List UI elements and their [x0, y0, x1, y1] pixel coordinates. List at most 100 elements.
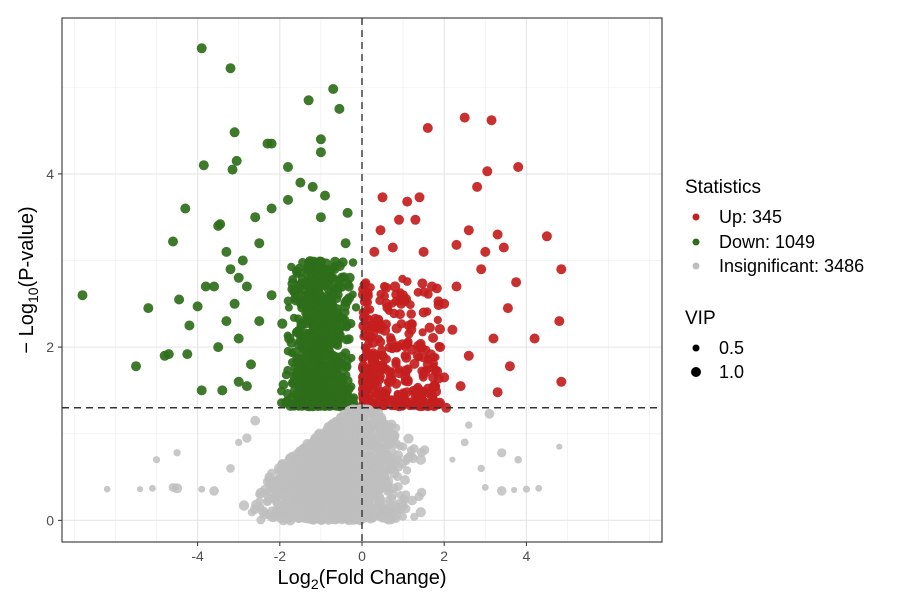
- point-insignificant: [376, 412, 387, 423]
- point-insignificant: [535, 484, 543, 492]
- point-insignificant: [209, 486, 219, 496]
- point-up: [362, 306, 371, 315]
- point-down: [159, 350, 170, 361]
- point-insignificant: [415, 507, 426, 518]
- point-up: [373, 316, 384, 327]
- point-insignificant: [465, 421, 473, 429]
- point-insignificant: [242, 433, 252, 443]
- point-insignificant: [301, 474, 312, 485]
- point-down: [200, 281, 211, 292]
- point-up: [385, 372, 396, 383]
- legend-key-insignificant: [692, 262, 700, 270]
- point-down: [233, 272, 244, 283]
- point-up: [418, 328, 427, 337]
- point-insignificant: [400, 475, 410, 485]
- point-up: [394, 214, 404, 225]
- point-down: [291, 328, 301, 337]
- point-insignificant: [250, 504, 260, 515]
- point-insignificant: [362, 453, 373, 463]
- point-insignificant: [348, 464, 359, 475]
- point-down: [322, 265, 332, 274]
- point-down: [307, 333, 318, 344]
- x-axis-title: Log2(Fold Change): [277, 567, 446, 592]
- point-down: [180, 203, 191, 214]
- point-up: [447, 324, 458, 335]
- point-down: [306, 389, 318, 400]
- point-up: [422, 359, 433, 370]
- point-down: [213, 342, 224, 353]
- point-up: [426, 398, 437, 409]
- point-down: [325, 342, 334, 351]
- point-down: [168, 236, 178, 247]
- point-up: [375, 225, 386, 236]
- point-down: [336, 280, 345, 289]
- point-up: [366, 283, 375, 292]
- point-down: [315, 256, 325, 266]
- point-insignificant: [281, 481, 292, 492]
- point-insignificant: [398, 512, 407, 521]
- point-down: [182, 349, 193, 360]
- point-up: [418, 246, 429, 257]
- point-up: [426, 281, 437, 292]
- point-down: [340, 238, 351, 249]
- point-down: [349, 393, 359, 402]
- point-up: [451, 281, 462, 292]
- point-insignificant: [259, 508, 271, 520]
- point-down: [334, 103, 345, 114]
- point-down: [322, 314, 332, 324]
- point-down: [254, 316, 265, 327]
- point-insignificant: [386, 429, 397, 440]
- point-up: [391, 357, 401, 367]
- point-down: [131, 361, 141, 372]
- point-down: [299, 341, 309, 351]
- point-up: [434, 324, 445, 335]
- point-insignificant: [324, 438, 336, 449]
- point-down: [77, 290, 88, 301]
- point-up: [398, 290, 409, 301]
- point-insignificant: [250, 415, 261, 426]
- point-insignificant: [387, 494, 397, 503]
- point-insignificant: [510, 486, 518, 494]
- point-insignificant: [173, 449, 181, 457]
- point-insignificant: [319, 481, 328, 491]
- point-insignificant: [378, 448, 389, 459]
- point-up: [439, 372, 450, 383]
- point-insignificant: [362, 473, 373, 484]
- point-insignificant: [285, 453, 295, 464]
- legend-label-vip-large: 1.0: [719, 362, 744, 382]
- point-insignificant: [274, 467, 283, 476]
- point-down: [250, 212, 261, 223]
- point-up: [433, 315, 442, 325]
- point-insignificant: [332, 454, 343, 465]
- point-down: [340, 348, 351, 359]
- point-down: [344, 334, 354, 344]
- point-insignificant: [336, 475, 346, 484]
- point-down: [331, 357, 342, 368]
- point-down: [324, 361, 334, 371]
- point-up: [429, 352, 438, 362]
- point-insignificant: [406, 446, 415, 455]
- point-insignificant: [344, 413, 354, 423]
- point-insignificant: [369, 421, 377, 430]
- point-up: [463, 350, 474, 361]
- point-up: [541, 231, 552, 242]
- point-up: [400, 342, 410, 352]
- point-up: [377, 360, 388, 371]
- point-down: [233, 376, 244, 387]
- point-down: [316, 270, 326, 279]
- point-insignificant: [391, 438, 401, 449]
- point-down: [341, 361, 352, 372]
- point-insignificant: [238, 500, 250, 511]
- point-insignificant: [343, 453, 354, 464]
- point-down: [192, 301, 203, 312]
- x-tick-label: 0: [358, 548, 366, 564]
- point-down: [317, 363, 326, 371]
- point-up: [403, 376, 413, 387]
- point-insignificant: [556, 443, 563, 450]
- point-down: [298, 383, 308, 392]
- point-down: [340, 298, 349, 307]
- point-down: [307, 181, 318, 192]
- point-insignificant: [312, 511, 321, 520]
- point-down: [215, 219, 226, 230]
- point-insignificant: [332, 502, 343, 513]
